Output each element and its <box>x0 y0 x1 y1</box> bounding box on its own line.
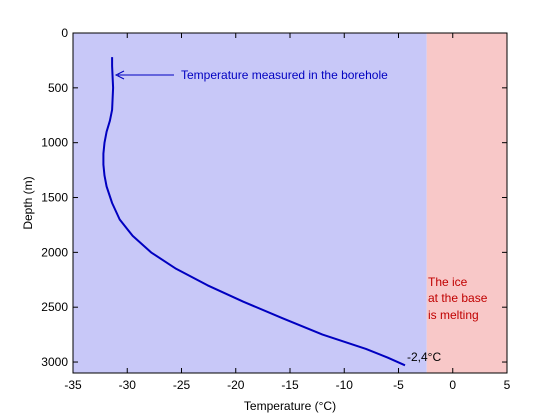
x-tick-label: -5 <box>393 378 404 392</box>
y-tick-label: 500 <box>48 81 68 95</box>
y-tick-label: 0 <box>61 26 68 40</box>
x-tick-label: -30 <box>119 378 137 392</box>
x-tick-label: 0 <box>449 378 456 392</box>
borehole-temperature-line <box>102 57 406 367</box>
region-0 <box>73 33 427 373</box>
axis-ticks: -35 -30 -25 -20 -15 -10 -5 0 5 0 500 1000 1500 2000 25… <box>41 26 510 392</box>
x-tick-label: 5 <box>504 378 511 392</box>
series-layer <box>102 57 406 367</box>
shaded-regions <box>73 33 507 373</box>
y-axis-title: Depth (m) <box>21 176 35 229</box>
y-tick-label: 2000 <box>41 245 68 259</box>
melting-label-line-1: The ice <box>428 275 468 289</box>
base-temperature-label: -2,4°C <box>407 350 441 364</box>
melting-label-line-2: at the base <box>428 291 488 305</box>
borehole-arrow-head <box>114 70 125 80</box>
x-tick-label: -10 <box>336 378 354 392</box>
x-tick-label: -15 <box>281 378 299 392</box>
y-tick-label: 3000 <box>41 355 68 369</box>
melting-label-line-3: is melting <box>428 308 479 322</box>
y-tick-label: 1000 <box>41 136 68 150</box>
x-tick-label: -35 <box>64 378 82 392</box>
melting-annotation: The ice at the base is melting <box>428 275 488 322</box>
region-1 <box>426 33 507 373</box>
y-tick-label: 2500 <box>41 300 68 314</box>
borehole-annotation: Temperature measured in the borehole <box>114 68 388 82</box>
y-tick-label: 1500 <box>41 191 68 205</box>
x-tick-label: -20 <box>227 378 245 392</box>
x-tick-label: -25 <box>173 378 191 392</box>
borehole-label: Temperature measured in the borehole <box>181 68 388 82</box>
x-axis-title: Temperature (°C) <box>244 399 336 413</box>
